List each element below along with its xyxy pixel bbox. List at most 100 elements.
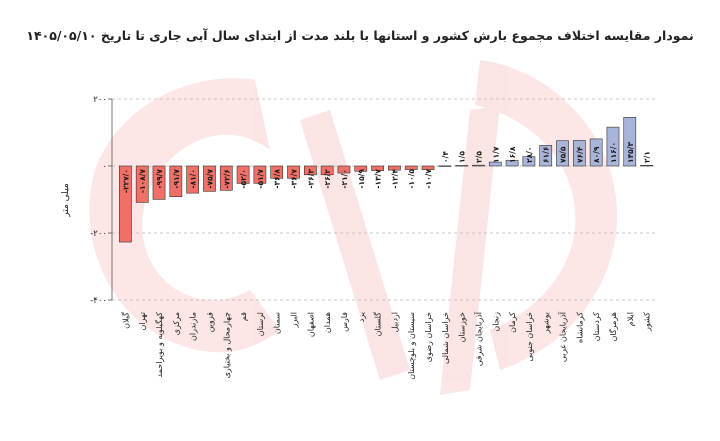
category-label: کهگیلویه و بویراحمد [154,312,164,378]
bar-value-label: -۹۱/۷ [172,169,181,189]
y-tick-label: ۰ [102,162,107,172]
category-label: چهارمحال و بختیاری [222,312,231,378]
bar-value-label: ۱۴۵/۳ [626,142,635,163]
y-tick-label: ۲۰۰ [93,95,107,105]
bar-value-label: -۵۲/۰ [239,169,248,189]
category-label: گیلان [120,312,130,329]
category-label: بوشهر [542,312,551,334]
category-label: قزوین [205,312,214,333]
bar [169,165,183,198]
bar [455,165,469,167]
bar [135,165,149,203]
bar [236,165,250,184]
bar-value-label: -۲۶/۳ [306,169,315,189]
bar-value-label: -۱۲/۴ [390,169,399,189]
category-label: خراسان شمالی [441,312,450,364]
bar-value-label: ۷۵/۵ [559,146,568,163]
category-label: قم [239,312,248,321]
bar-value-label: ۲/۵ [474,151,483,163]
bar [354,165,368,172]
bar-value-label: -۲۶/۲ [323,169,332,189]
bar-value-label: ۲/۱ [643,151,652,163]
bar [287,165,300,179]
bar [337,165,351,174]
bar-value-label: ۱۱/۷ [491,146,500,163]
bar-value-label: -۱۰/۵ [407,169,416,189]
bar [589,138,603,167]
category-label: خوزستان [458,312,467,342]
category-label: ایلام [626,312,635,326]
bar [472,164,485,167]
category-label: کردستان [592,312,601,341]
bar [623,117,637,167]
category-label: فارس [340,312,349,332]
category-label: زنجان [491,312,500,332]
category-label: هرمزگان [608,312,618,341]
bar [203,165,216,192]
category-label: کرمانشاه [575,312,584,343]
bar-value-label: ۱/۵ [458,151,467,163]
bar [303,165,317,176]
category-label: اردبیل [390,312,399,332]
bar-value-label: ۶۱/۶ [542,147,551,163]
bar [488,161,502,167]
bar-value-label: ۱۱۶/۰ [609,142,618,163]
bar-value-label: ۰/۴ [441,151,450,163]
category-label: سیستان و بلوچستان [407,312,416,380]
bar [606,126,620,167]
bar [421,165,435,170]
category-label: خراسان جنوبی [525,312,534,362]
bar [438,165,452,167]
bar-value-label: -۷۵/۷ [205,169,214,189]
category-label: یزد [357,312,366,322]
y-tick-label: -۴۰۰ [90,296,107,306]
bar-value-label: -۳۶/۷ [290,169,299,189]
category-label: کرمان [508,312,517,333]
bar [404,165,418,170]
bar-value-label: -۱۳/۷ [374,169,383,189]
bar-value-label: -۱۵/۹ [357,169,366,189]
bar [388,165,401,171]
bar-value-label: -۳۶/۸ [273,169,282,189]
bar-value-label: -۱۰/۷ [424,169,433,189]
bar [505,160,519,167]
category-label: کشور [643,312,652,332]
bar-value-label: ۷۶/۴ [575,146,584,163]
category-label: مرکزی [172,312,181,335]
category-label: سمنان [273,312,282,334]
bar-value-label: -۱۰۸/۷ [138,169,147,194]
category-label: لرستان [256,312,265,336]
category-label: خراسان رضوی [424,312,433,362]
y-axis-label: میلی متر [61,183,71,218]
bar-value-label: -۲۱/۰ [340,169,349,189]
bar [572,140,586,167]
bar [219,165,233,191]
bar [522,156,536,167]
category-label: آذربایجان غربی [558,311,568,362]
bar-value-label: -۲۲۷/۰ [121,169,130,193]
chart-title: نمودار مقایسه اختلاف مجموع بارش کشور و ا… [26,28,694,43]
bar-value-label: -۷۲/۶ [222,169,231,189]
bar [270,165,284,179]
bar-value-label: ۲۸/۰ [525,147,534,163]
category-label: تهران [138,312,147,330]
bar [119,165,132,243]
watermark-logo [89,60,618,395]
bar [539,145,553,167]
category-label: البرز [290,312,299,328]
bar-value-label: -۵۱/۷ [256,169,265,189]
y-tick-label: -۲۰۰ [90,229,107,239]
bar [556,140,569,167]
category-label: آذربایجان شرقی [473,311,483,366]
bar-value-label: ۸۰/۹ [592,146,601,163]
bar [320,165,334,176]
bar [371,165,384,171]
bar [152,165,166,200]
category-label: همدان [323,312,332,333]
bar [186,165,200,194]
category-label: اصفهان [306,312,315,337]
bar [640,164,653,167]
bar-value-label: -۹۹/۷ [155,169,164,189]
bar-value-label: ۱۶/۸ [508,146,517,163]
